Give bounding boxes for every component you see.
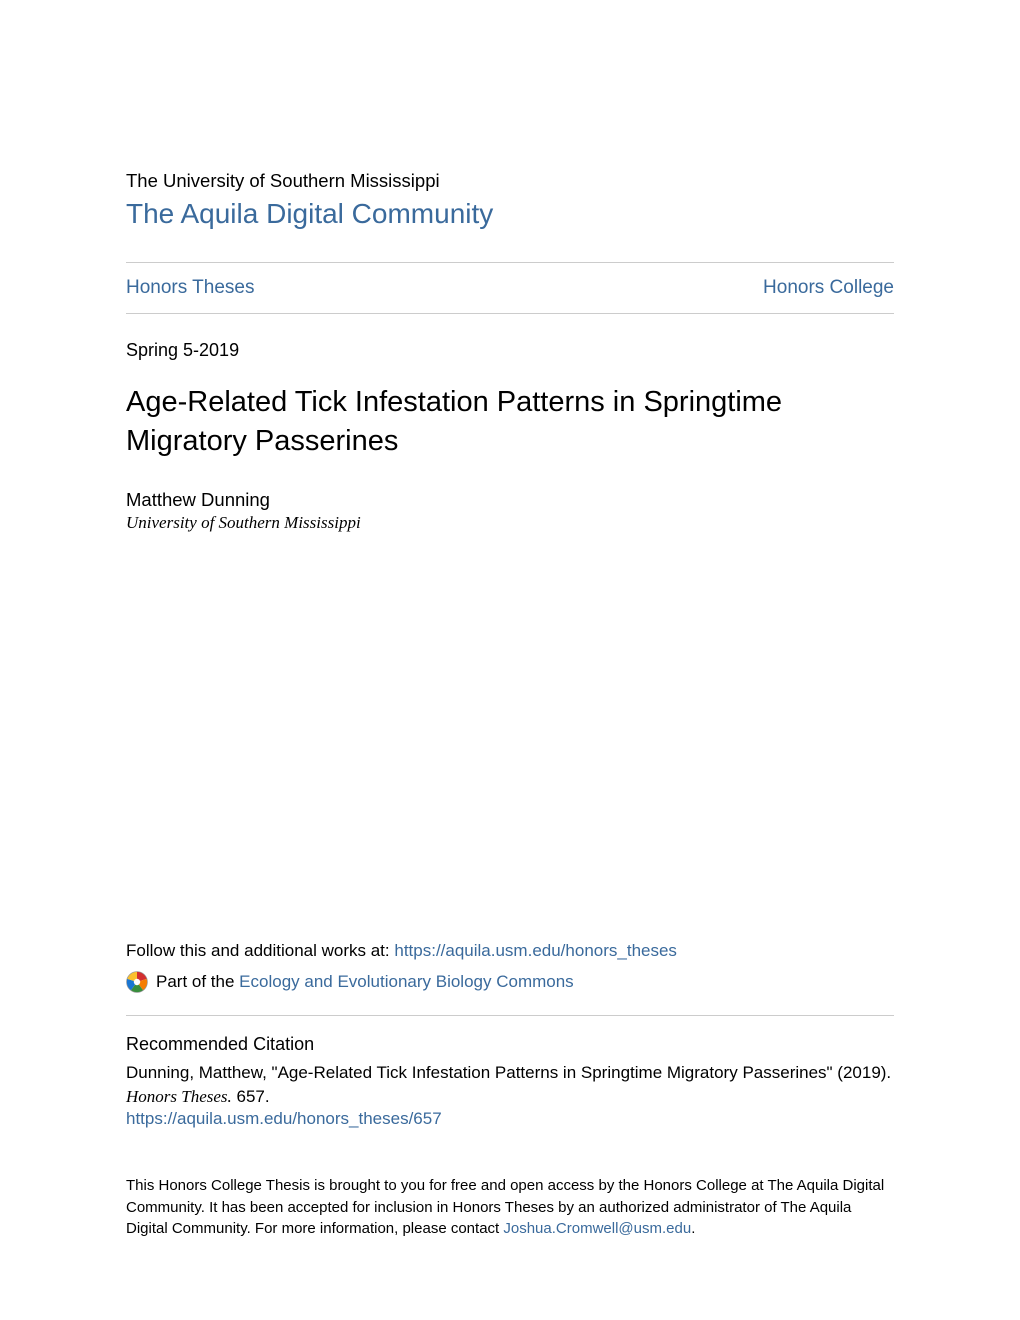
part-of-row: Part of the Ecology and Evolutionary Bio…	[126, 971, 894, 993]
community-link[interactable]: The Aquila Digital Community	[126, 198, 493, 229]
publication-date: Spring 5-2019	[126, 340, 894, 361]
divider-bottom	[126, 313, 894, 314]
citation-url[interactable]: https://aquila.usm.edu/honors_theses/657	[126, 1109, 894, 1129]
nav-honors-college[interactable]: Honors College	[763, 277, 894, 299]
follow-url[interactable]: https://aquila.usm.edu/honors_theses	[394, 941, 677, 960]
footer-text: This Honors College Thesis is brought to…	[126, 1175, 894, 1240]
paper-title: Age-Related Tick Infestation Patterns in…	[126, 383, 894, 461]
community-title[interactable]: The Aquila Digital Community	[126, 198, 894, 230]
author-affiliation: University of Southern Mississippi	[126, 513, 894, 533]
header-section: The University of Southern Mississippi T…	[126, 170, 894, 254]
citation-number: 657.	[232, 1087, 270, 1106]
network-icon	[126, 971, 148, 993]
citation-heading: Recommended Citation	[126, 1034, 894, 1055]
citation-body: Dunning, Matthew, "Age-Related Tick Infe…	[126, 1061, 894, 1109]
university-name: The University of Southern Mississippi	[126, 170, 894, 192]
follow-prefix: Follow this and additional works at:	[126, 941, 394, 960]
footer-suffix: .	[691, 1220, 695, 1237]
divider-citation	[126, 1015, 894, 1016]
vertical-spacer	[126, 533, 894, 901]
part-of-prefix: Part of the	[156, 972, 239, 991]
contact-email[interactable]: Joshua.Cromwell@usm.edu	[503, 1220, 691, 1237]
commons-link[interactable]: Ecology and Evolutionary Biology Commons	[239, 972, 574, 991]
author-name: Matthew Dunning	[126, 489, 894, 511]
follow-section: Follow this and additional works at: htt…	[126, 941, 894, 1015]
page-container: The University of Southern Mississippi T…	[0, 0, 1020, 1320]
nav-row: Honors Theses Honors College	[126, 263, 894, 313]
part-of-text: Part of the Ecology and Evolutionary Bio…	[156, 972, 574, 992]
citation-series: Honors Theses.	[126, 1087, 232, 1106]
citation-line-1: Dunning, Matthew, "Age-Related Tick Infe…	[126, 1063, 891, 1082]
follow-text: Follow this and additional works at: htt…	[126, 941, 894, 961]
nav-honors-theses[interactable]: Honors Theses	[126, 277, 255, 299]
